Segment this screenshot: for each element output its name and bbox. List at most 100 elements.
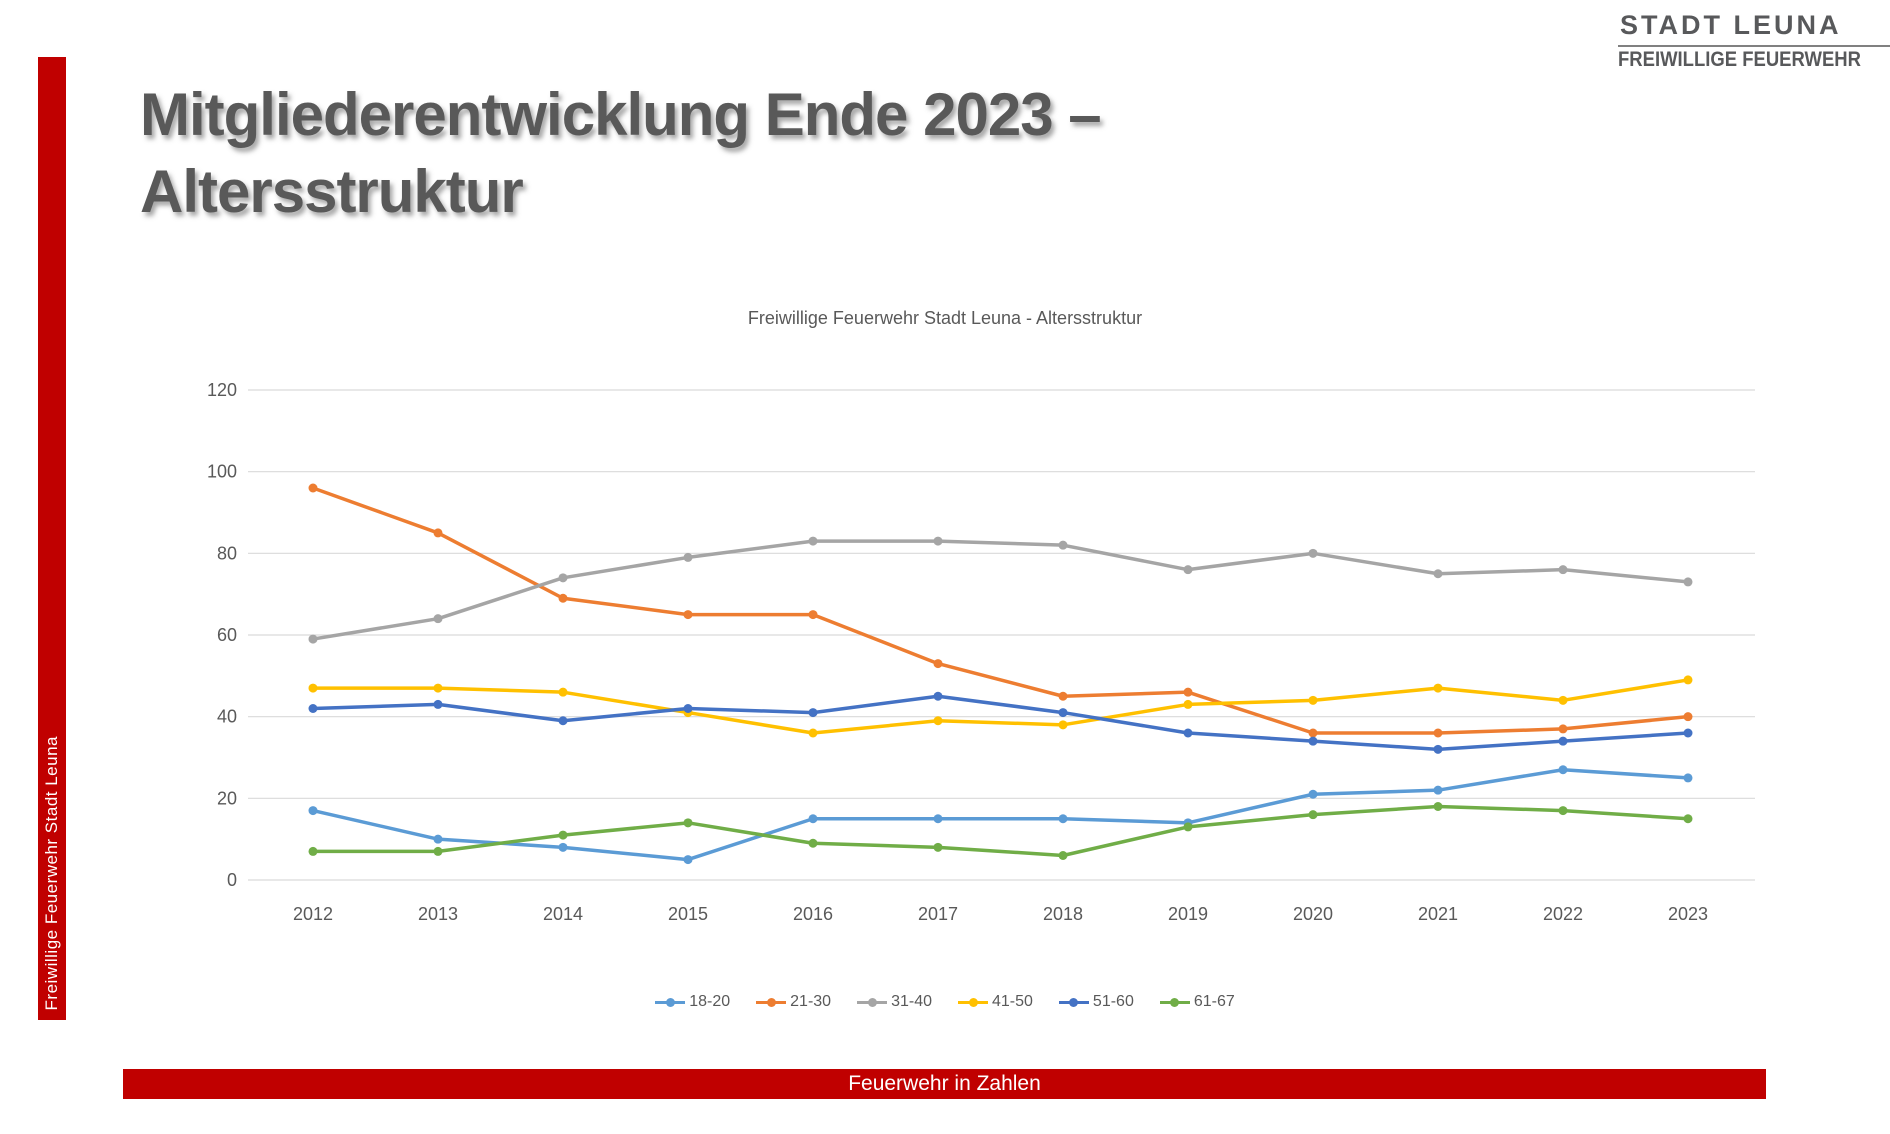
data-point-61-67 [1558,806,1568,816]
footer-bar: Feuerwehr in Zahlen [123,1069,1766,1099]
x-axis-tick-label: 2022 [1543,904,1583,924]
data-point-41-50 [1558,695,1568,705]
data-point-51-60 [933,691,943,701]
data-point-18-20 [808,814,818,824]
data-point-31-40 [308,634,318,644]
legend-item-18-20: 18-20 [655,993,730,1011]
data-point-21-30 [1433,728,1443,738]
x-axis-tick-label: 2015 [668,904,708,924]
data-point-61-67 [1183,822,1193,832]
legend-label: 51-60 [1092,993,1134,1010]
y-axis-tick-label: 100 [207,462,237,482]
data-point-18-20 [308,806,318,816]
data-point-31-40 [1183,565,1193,575]
left-red-bar: Freiwillige Feuerwehr Stadt Leuna [38,57,66,1020]
page-title-line2: Altersstruktur [140,158,524,225]
logo-divider [1618,45,1890,47]
legend-label: 61-67 [1193,993,1235,1010]
data-point-18-20 [433,834,443,844]
line-chart: 0 20 40 60 80 100 120 2012 2013 2014 2015 2016 2017 2… [207,380,1755,924]
series-line-41-50 [313,678,1689,735]
stadt-leuna-logo: STADT LEUNA FREIWILLIGE FEUERWEHR [1618,8,1890,72]
logo-title: STADT LEUNA [1620,10,1842,40]
legend-dot-icon [665,997,675,1007]
legend-marker-icon [655,997,686,1007]
data-point-41-50 [1683,675,1693,685]
data-point-18-20 [1308,789,1318,799]
data-point-41-50 [1308,695,1318,705]
footer-text: Feuerwehr in Zahlen [848,1072,1041,1095]
data-point-31-40 [1683,577,1693,587]
data-point-31-40 [808,536,818,546]
legend-dot-icon [968,997,978,1007]
legend-label: 18-20 [689,993,731,1010]
data-point-31-40 [433,614,443,624]
series-line-51-60 [312,694,1689,752]
x-axis-tick-label: 2019 [1168,904,1208,924]
x-axis-tick-label: 2020 [1293,904,1333,924]
data-point-51-60 [308,704,318,713]
legend-dot-icon [1170,997,1180,1007]
legend-item-31-40: 31-40 [857,993,932,1011]
data-point-61-67 [433,846,443,856]
data-point-51-60 [1433,744,1443,754]
data-point-21-30 [433,528,443,538]
data-point-31-40 [933,536,943,546]
x-axis-tick-label: 2018 [1043,904,1083,924]
data-point-51-60 [558,716,568,726]
series-line-18-20 [312,768,1689,862]
legend-dot-icon [1069,997,1079,1007]
data-point-61-67 [1058,851,1068,860]
x-axis-tick-label: 2012 [293,904,333,924]
legend-label: 21-30 [790,993,832,1010]
legend-dot-icon [766,997,776,1007]
data-point-31-40 [558,573,568,583]
data-point-51-60 [1558,736,1568,746]
y-axis-tick-label: 40 [217,707,237,727]
data-point-51-60 [1183,728,1193,738]
y-axis-tick-label: 0 [227,870,237,890]
data-point-41-50 [933,716,943,726]
data-point-61-67 [1683,814,1693,824]
x-axis-tick-label: 2017 [918,904,958,924]
x-axis-tick-label: 2013 [418,904,458,924]
x-axis-tick-label: 2023 [1668,904,1708,924]
data-point-18-20 [1558,765,1568,775]
data-point-31-40 [1433,569,1443,579]
data-point-21-30 [1308,728,1318,738]
y-axis-tick-label: 60 [217,625,237,645]
data-point-21-30 [1558,724,1568,734]
data-point-51-60 [433,699,443,709]
legend-marker-icon [1159,997,1190,1007]
data-point-51-60 [808,708,818,718]
legend-item-51-60: 51-60 [1058,993,1134,1011]
data-point-21-30 [683,610,693,620]
y-axis-tick-label: 120 [207,380,237,400]
logo-subtitle: FREIWILLIGE FEUERWEHR [1618,48,1861,71]
data-point-41-50 [808,728,818,738]
data-point-31-40 [1558,565,1568,575]
legend-item-61-67: 61-67 [1159,993,1235,1011]
data-point-41-50 [1058,720,1068,730]
data-point-51-60 [683,704,693,713]
data-point-18-20 [683,855,693,865]
data-point-41-50 [558,687,568,697]
data-point-61-67 [308,846,318,856]
page-title: Mitgliederentwicklung Ende 2023 – Alters… [140,76,1102,230]
data-point-51-60 [1308,736,1318,746]
data-point-41-50 [433,683,443,693]
data-point-61-67 [1433,802,1443,811]
page-title-line1: Mitgliederentwicklung Ende 2023 – [140,81,1102,148]
data-point-41-50 [1183,699,1193,709]
legend-marker-icon [958,997,988,1007]
data-point-61-67 [933,842,943,852]
data-point-31-40 [1058,540,1068,550]
legend-marker-icon [1058,997,1089,1007]
series-line-31-40 [312,539,1689,641]
chart-title: Freiwillige Feuerwehr Stadt Leuna - Alte… [747,308,1143,328]
x-axis-tick-label: 2016 [793,904,833,924]
data-point-18-20 [933,814,943,824]
data-point-21-30 [558,593,568,603]
data-point-21-30 [1058,691,1068,701]
data-point-41-50 [308,683,318,693]
